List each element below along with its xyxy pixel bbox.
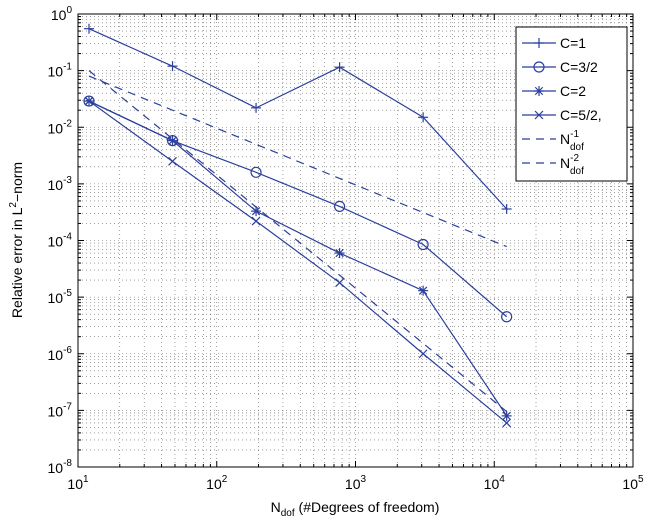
data-point-1 <box>417 238 429 251</box>
legend-marker-3-stroke <box>534 110 544 120</box>
data-point-2 <box>167 135 178 146</box>
data-point-3-stroke <box>168 156 177 166</box>
data-point-0 <box>167 61 178 72</box>
data-point-2-stroke <box>502 411 511 421</box>
data-point-0 <box>501 203 512 214</box>
data-point-3 <box>168 156 177 166</box>
legend-marker-1 <box>533 61 545 73</box>
data-point-2-stroke <box>335 248 344 258</box>
data-point-2-stroke <box>168 136 177 145</box>
data-point-1-stroke <box>333 200 346 213</box>
legend-box <box>515 26 628 182</box>
tick-labels: 101 102 103 104 105 100 10-1 10-2 10-3 10-4 10-5 10… <box>48 5 644 492</box>
y-tick-label: 10-2 <box>48 118 73 136</box>
data-point-2-stroke <box>251 206 261 216</box>
y-tick-label: 10-7 <box>48 401 73 419</box>
legend-label-1: C=3/2 <box>560 59 598 75</box>
data-point-2 <box>501 410 512 421</box>
data-point-3-stroke <box>84 96 94 106</box>
data-point-2 <box>251 206 262 217</box>
data-point-3-stroke <box>335 278 345 288</box>
data-point-3 <box>418 349 428 359</box>
data-point-3 <box>84 96 94 106</box>
data-point-2-stroke <box>418 286 428 295</box>
data-point-3-stroke <box>418 349 428 359</box>
y-tick-label: 10-6 <box>48 345 73 363</box>
data-point-3-stroke <box>502 418 512 428</box>
data-point-1-stroke <box>417 238 429 251</box>
y-tick-label: 10-8 <box>48 458 73 476</box>
x-axis-label: Ndof (#Degrees of freedom) <box>271 499 440 519</box>
data-point-0 <box>334 62 345 73</box>
series-line-5 <box>88 70 508 413</box>
x-tick-label: 105 <box>622 474 644 492</box>
data-point-1-stroke <box>250 166 262 178</box>
grid <box>78 14 633 468</box>
x-tick-label: 102 <box>206 474 228 492</box>
data-point-2 <box>418 285 429 296</box>
y-tick-label: 10-1 <box>48 62 73 80</box>
series-line-2 <box>88 100 508 417</box>
x-tick-label: 101 <box>67 474 89 492</box>
data-point-3-stroke <box>251 216 261 226</box>
data-point-0 <box>83 23 94 34</box>
series-line-4 <box>88 75 507 248</box>
data-point-2 <box>334 248 345 259</box>
legend-label-3: C=5/2, <box>560 107 602 123</box>
legend-marker-3 <box>534 110 544 120</box>
y-tick-label: 100 <box>51 5 73 23</box>
data-point-3 <box>335 278 345 288</box>
data-point-1-stroke <box>501 311 513 323</box>
legend-label-4: N-1 dof <box>560 129 584 153</box>
data-point-0 <box>251 102 262 113</box>
y-axis-label: Relative error in L2−norm <box>8 162 25 318</box>
legend-marker-0 <box>534 38 544 48</box>
data-point-0 <box>418 112 429 123</box>
x-tick-label: 104 <box>484 474 506 492</box>
legend-label-5: N-2 dof <box>560 153 584 177</box>
axis-ticks <box>77 14 633 468</box>
data-point-3 <box>251 216 261 226</box>
legend-label-0: C=1 <box>560 35 586 51</box>
data-point-1 <box>333 200 346 213</box>
series-group <box>83 23 513 428</box>
legend-label-2: C=2 <box>560 83 586 99</box>
series-line-3 <box>88 100 508 424</box>
data-point-1 <box>501 311 513 323</box>
legend-marker-2-stroke <box>534 86 544 96</box>
data-point-3 <box>502 418 512 428</box>
data-point-1 <box>250 166 262 178</box>
x-tick-label: 103 <box>345 474 367 492</box>
y-tick-label: 10-5 <box>48 288 73 306</box>
legend-marker-1-stroke <box>533 61 545 73</box>
legend-marker-2 <box>534 86 544 96</box>
y-tick-label: 10-3 <box>48 175 73 193</box>
series-line-0 <box>88 28 508 210</box>
y-tick-label: 10-4 <box>48 232 73 250</box>
